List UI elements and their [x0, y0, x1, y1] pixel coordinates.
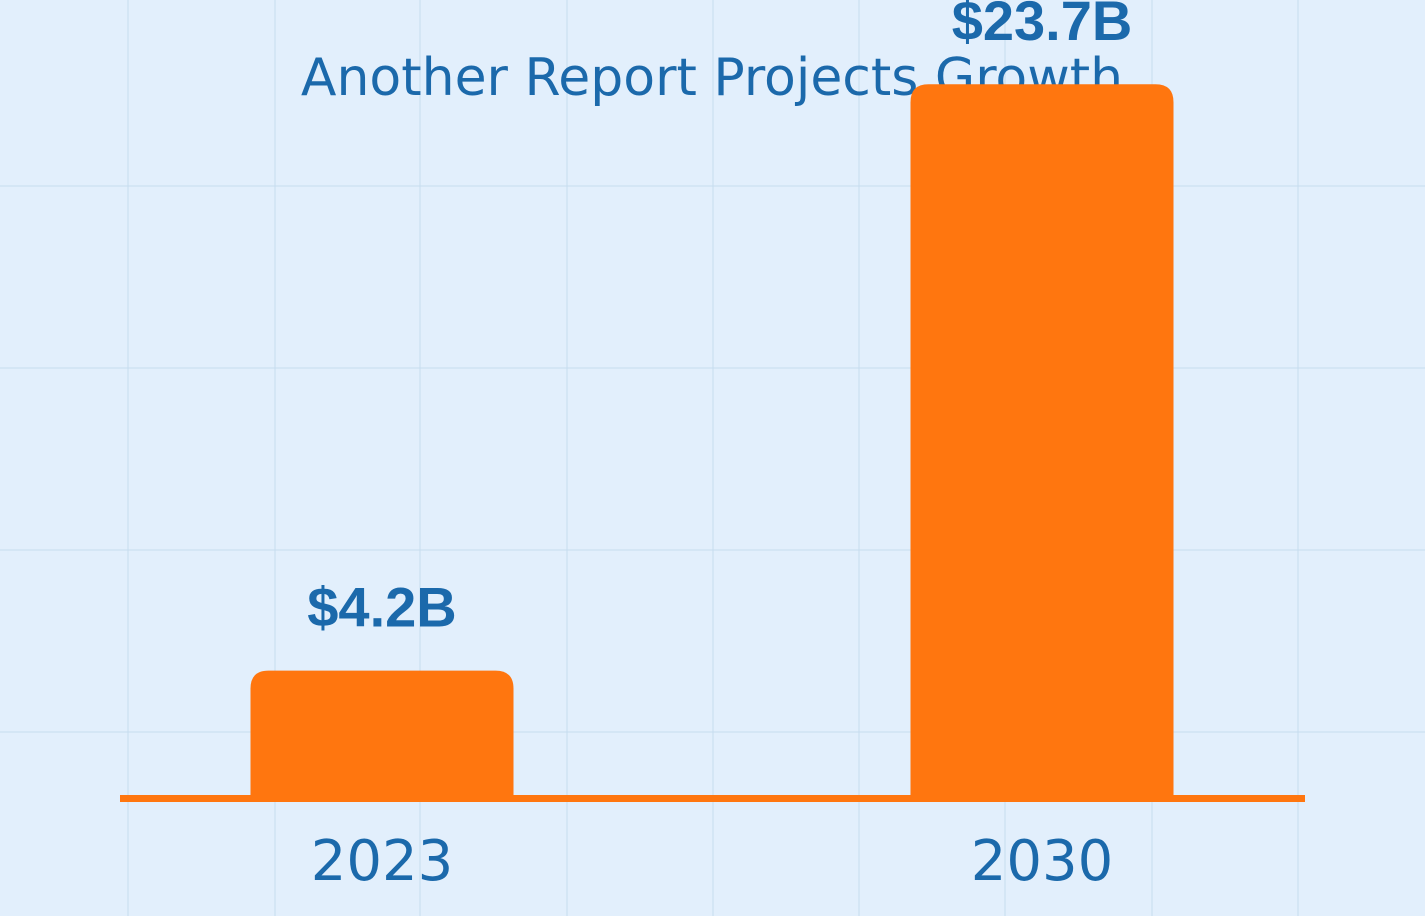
bar-2023 [250, 670, 514, 797]
value-label-2023: $4.2B [307, 576, 456, 639]
bar-2030 [910, 84, 1174, 798]
value-label-2030: $23.7B [952, 0, 1133, 52]
data-labels: $4.2B 2023 $23.7B 2030 [307, 0, 1132, 894]
bars [250, 84, 1174, 798]
category-label-2023: 2023 [311, 829, 454, 894]
category-label-2030: 2030 [971, 829, 1114, 894]
x-axis-baseline [120, 795, 1305, 802]
